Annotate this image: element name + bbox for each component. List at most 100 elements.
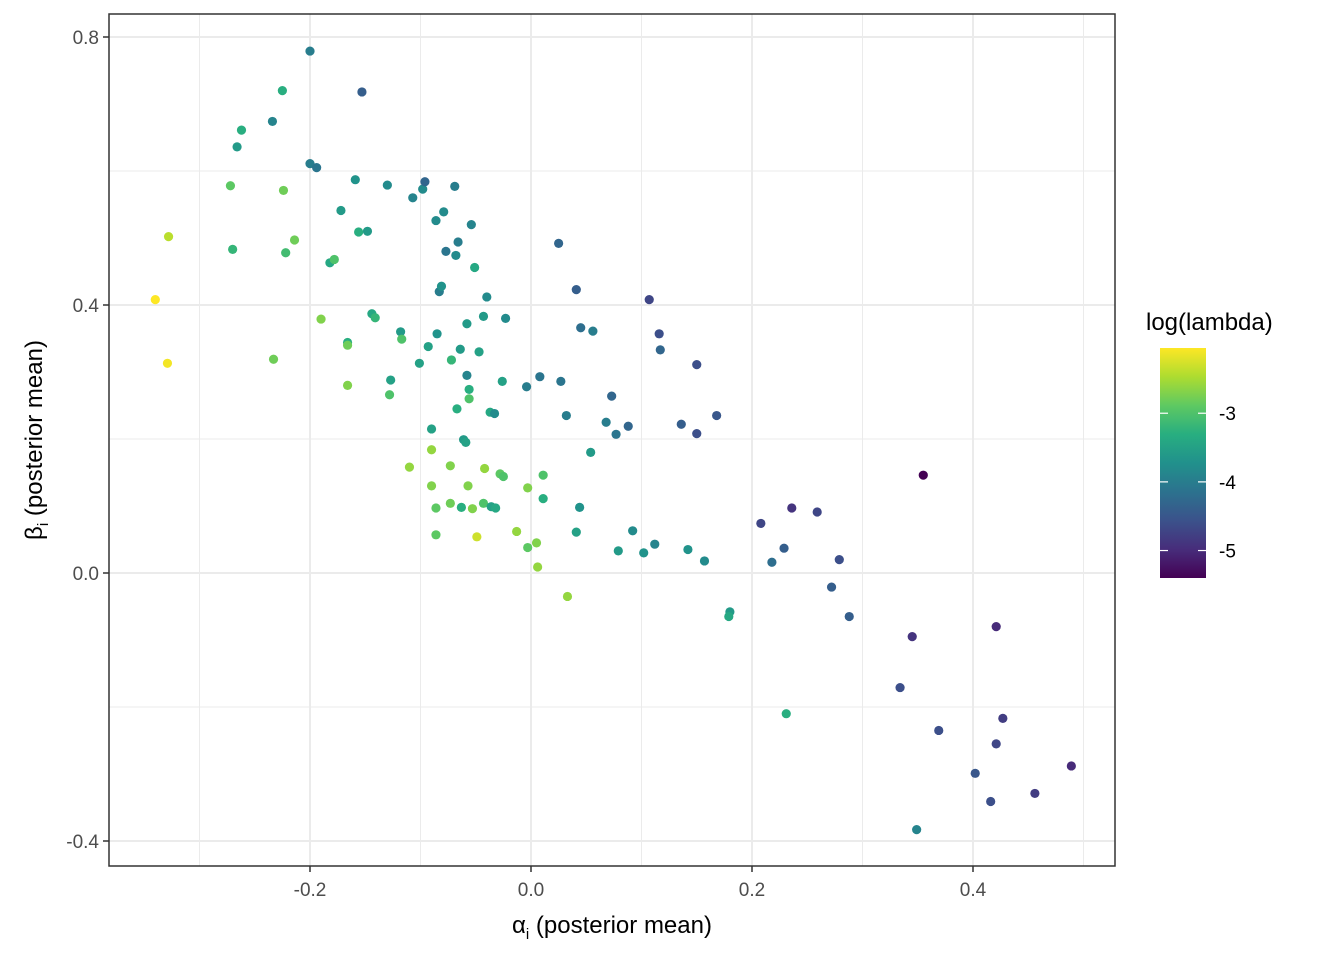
data-point bbox=[512, 526, 522, 537]
data-point bbox=[767, 557, 777, 567]
data-point bbox=[918, 470, 928, 480]
plot-panel bbox=[108, 13, 1116, 867]
data-point bbox=[455, 344, 465, 354]
data-point bbox=[724, 611, 734, 622]
data-point bbox=[655, 345, 665, 355]
data-point bbox=[812, 507, 822, 517]
data-point bbox=[538, 494, 548, 504]
data-point bbox=[470, 262, 480, 273]
data-point bbox=[150, 295, 160, 305]
data-point bbox=[386, 375, 396, 385]
data-point bbox=[692, 360, 702, 370]
minor-gridlines bbox=[109, 14, 1115, 866]
data-point bbox=[397, 334, 407, 344]
data-point bbox=[342, 380, 353, 390]
data-point bbox=[467, 504, 478, 514]
data-point bbox=[396, 327, 406, 337]
data-point bbox=[452, 404, 462, 414]
data-point bbox=[236, 125, 247, 135]
legend-title: log(lambda) bbox=[1146, 309, 1273, 336]
data-point bbox=[779, 543, 789, 553]
data-point bbox=[163, 232, 174, 242]
data-point bbox=[446, 355, 457, 365]
data-point bbox=[650, 539, 660, 549]
data-point bbox=[934, 725, 944, 736]
data-point bbox=[538, 470, 548, 480]
data-point bbox=[991, 739, 1001, 749]
data-point bbox=[479, 463, 490, 474]
data-point bbox=[991, 622, 1001, 632]
colorbar-ticks: -3 -4 -5 bbox=[1160, 404, 1236, 563]
data-points bbox=[150, 46, 1076, 835]
data-point bbox=[562, 591, 573, 602]
y-tick-label: -0.4 bbox=[66, 832, 99, 853]
data-point bbox=[423, 341, 433, 352]
data-point bbox=[611, 429, 621, 439]
x-tick-label: 0.2 bbox=[739, 880, 765, 901]
data-point bbox=[462, 370, 472, 380]
data-point bbox=[497, 376, 507, 386]
data-point bbox=[970, 768, 980, 778]
data-point bbox=[414, 358, 424, 368]
data-point bbox=[826, 582, 837, 592]
data-point bbox=[613, 546, 623, 556]
data-point bbox=[576, 323, 586, 333]
color-legend: log(lambda) -3 -4 -5 bbox=[1146, 309, 1273, 578]
data-point bbox=[305, 159, 315, 169]
data-point bbox=[418, 184, 428, 194]
data-point bbox=[316, 314, 326, 324]
data-point bbox=[535, 372, 545, 382]
data-point bbox=[466, 220, 476, 230]
data-point bbox=[384, 390, 395, 400]
data-point bbox=[382, 180, 392, 190]
data-point bbox=[408, 193, 418, 203]
data-point bbox=[329, 254, 339, 265]
data-point bbox=[489, 408, 500, 419]
data-point bbox=[228, 244, 238, 254]
y-tick-label: 0.8 bbox=[73, 28, 99, 49]
data-point bbox=[601, 417, 611, 427]
data-point bbox=[781, 709, 791, 719]
data-point bbox=[453, 237, 463, 247]
data-point bbox=[354, 227, 364, 237]
data-point bbox=[676, 419, 686, 429]
data-point bbox=[912, 825, 922, 835]
data-point bbox=[712, 410, 722, 421]
y-axis: -0.4 0.0 0.4 0.8 bbox=[66, 28, 109, 853]
x-tick-label: -0.2 bbox=[294, 880, 327, 901]
data-point bbox=[426, 481, 437, 491]
x-axis-title: αi (posterior mean) bbox=[512, 912, 712, 943]
data-point bbox=[1030, 788, 1040, 799]
data-point bbox=[523, 542, 533, 553]
data-point bbox=[692, 429, 702, 439]
data-point bbox=[644, 295, 654, 305]
data-point bbox=[441, 246, 451, 256]
data-point bbox=[464, 394, 474, 404]
data-point bbox=[225, 181, 236, 191]
x-tick-label: 0.0 bbox=[518, 880, 544, 901]
major-gridlines bbox=[109, 14, 1115, 866]
data-point bbox=[232, 142, 242, 152]
data-point bbox=[472, 532, 482, 542]
data-point bbox=[907, 632, 917, 642]
data-point bbox=[445, 461, 455, 471]
legend-break-label: -5 bbox=[1219, 542, 1236, 563]
data-point bbox=[628, 526, 638, 536]
data-point bbox=[500, 313, 511, 323]
data-point bbox=[431, 215, 441, 226]
data-point bbox=[699, 556, 710, 566]
data-point bbox=[1066, 761, 1076, 771]
data-point bbox=[533, 562, 543, 572]
data-point bbox=[426, 445, 437, 455]
x-tick-label: 0.4 bbox=[960, 880, 987, 901]
data-point bbox=[478, 311, 489, 321]
data-point bbox=[986, 796, 996, 807]
x-axis: -0.2 0.0 0.2 0.4 bbox=[294, 866, 987, 901]
data-point bbox=[588, 326, 598, 336]
data-point bbox=[586, 447, 596, 457]
data-point bbox=[268, 354, 279, 364]
data-point bbox=[357, 87, 367, 97]
legend-break-label: -3 bbox=[1219, 404, 1236, 425]
data-point bbox=[289, 235, 300, 245]
data-point bbox=[350, 175, 360, 185]
